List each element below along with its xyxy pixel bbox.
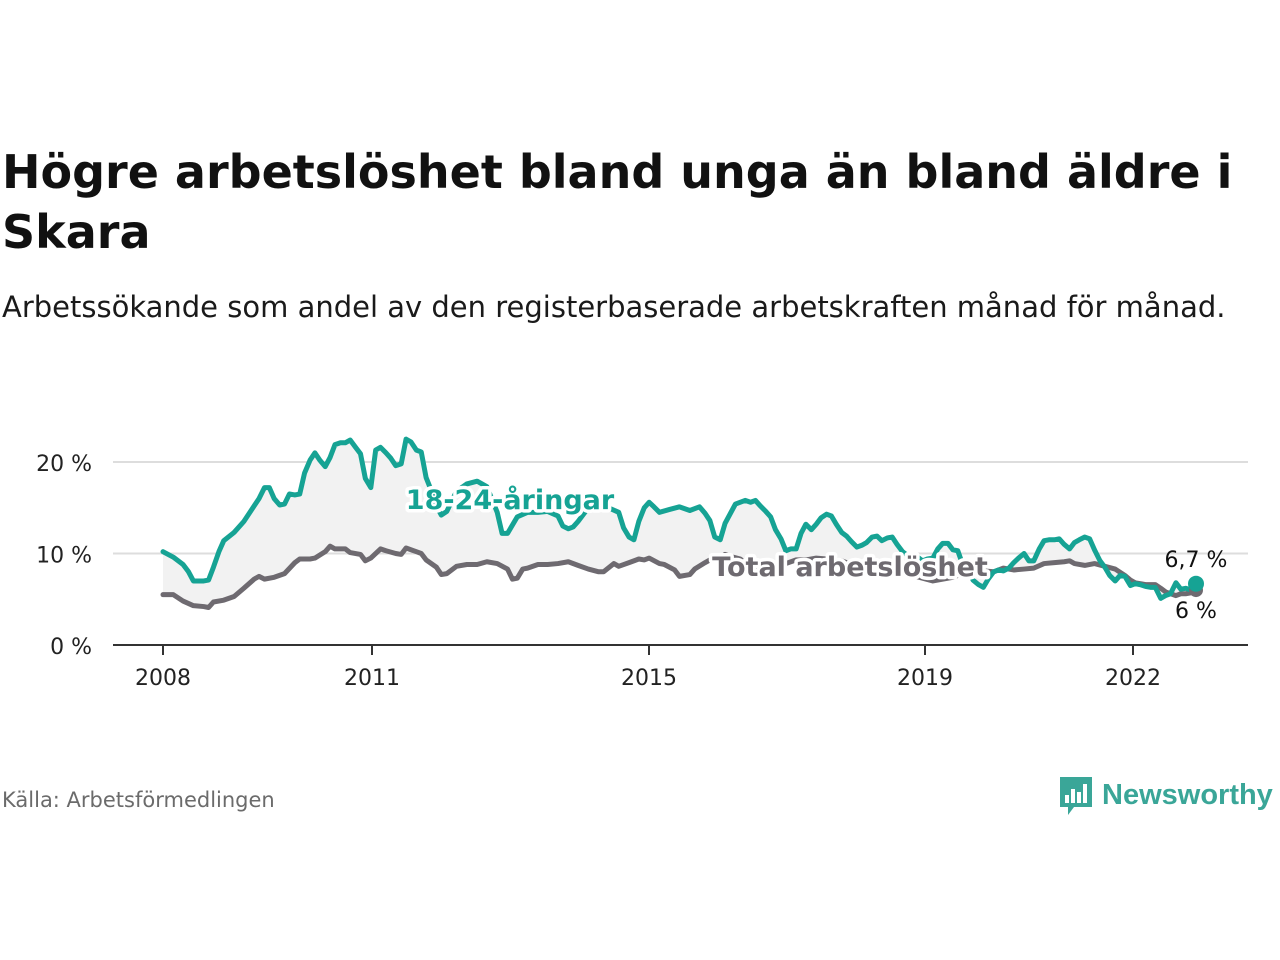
total-series-line	[160, 543, 1199, 610]
brand-name: Newsworthy	[1102, 778, 1273, 811]
series-lines	[160, 436, 1204, 610]
y-tick-label: 10 %	[36, 544, 92, 569]
gap-band	[163, 439, 1196, 608]
y-tick-label: 0 %	[50, 635, 92, 660]
x-tick-label: 2011	[344, 666, 400, 691]
total-series-label-halo: Total arbetslöshet	[712, 552, 988, 583]
x-tick-label: 2022	[1105, 666, 1161, 691]
newsworthy-logo[interactable]: Newsworthy	[1058, 772, 1273, 818]
total-series-label: Total arbetslöshet	[712, 552, 988, 583]
newsworthy-logo-icon	[1060, 777, 1092, 815]
x-tick-label: 2019	[897, 666, 953, 691]
x-tick-label: 2008	[135, 666, 191, 691]
youth-series-label-halo: 18-24-åringar	[406, 484, 615, 516]
youth-end-point	[1188, 575, 1204, 592]
axes: 2008 2011 2015 2019 2022	[113, 644, 1248, 691]
total-end-value: 6 %	[1175, 599, 1217, 624]
youth-end-value: 6,7 %	[1165, 548, 1228, 573]
youth-series-label: 18-24-åringar	[406, 484, 615, 516]
chart-title: Högre arbetslöshet bland unga än bland ä…	[2, 145, 1233, 259]
y-tick-label: 20 %	[36, 452, 92, 477]
youth-series-line	[160, 436, 1199, 601]
x-tick-label: 2015	[621, 666, 677, 691]
source-note: Källa: Arbetsförmedlingen	[2, 788, 275, 812]
line-chart: 0 % 10 % 20 % 2008 2011 2015 2019 2022 18-24-å…	[36, 436, 1248, 691]
chart-subtitle: Arbetssökande som andel av den registerb…	[2, 290, 1226, 324]
